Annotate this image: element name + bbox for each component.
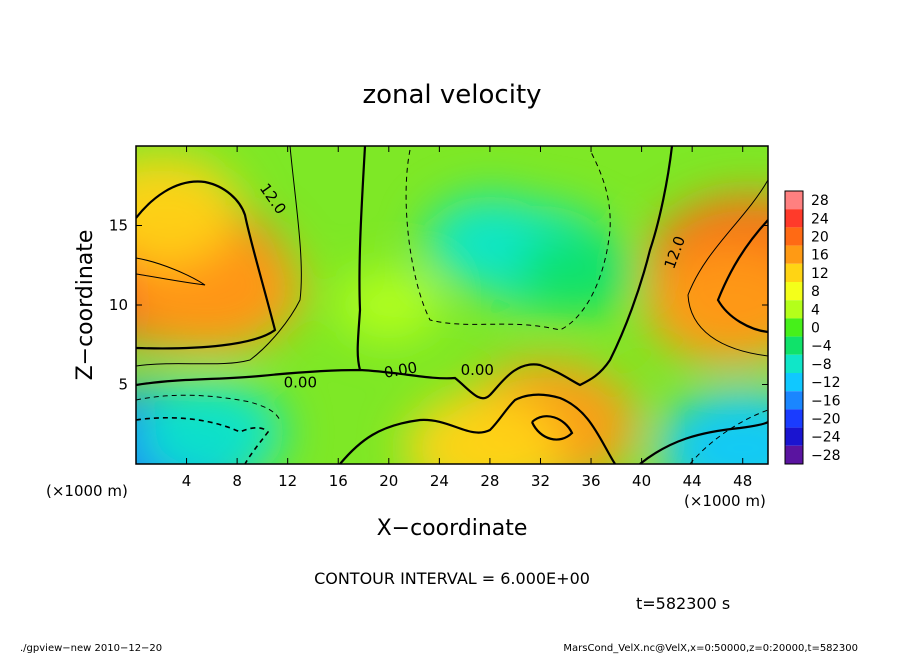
colorbar-frame xyxy=(784,190,804,465)
colorbar-label: 4 xyxy=(811,302,820,318)
heatmap-field xyxy=(136,154,768,464)
colorbar-swatch xyxy=(785,318,803,337)
colorbar-label: −12 xyxy=(811,375,841,391)
x-tick-label: 40 xyxy=(632,472,651,490)
heat-blob xyxy=(136,154,241,265)
heat-blob xyxy=(515,229,641,317)
colorbar-swatch xyxy=(785,209,803,228)
x-axis-title: X−coordinate xyxy=(377,516,528,541)
contour-label: 0.00 xyxy=(383,358,419,382)
colorbar-swatch xyxy=(785,336,803,355)
heat-blob xyxy=(337,269,441,341)
x-tick-label: 24 xyxy=(430,472,449,490)
time-stamp: t=582300 s xyxy=(636,594,730,613)
colorbar-swatch xyxy=(785,445,803,464)
colorbar-label: −8 xyxy=(811,357,832,373)
heat-blob xyxy=(658,389,768,464)
colorbar-label: −16 xyxy=(811,393,841,409)
x-tick-label: 32 xyxy=(531,472,550,490)
x-tick-label: 44 xyxy=(683,472,702,490)
footer-left: ./gpview−new 2010−12−20 xyxy=(20,643,162,654)
colorbar-swatch xyxy=(785,409,803,428)
colorbar-label: −4 xyxy=(811,339,832,355)
colorbar-swatch xyxy=(785,245,803,264)
y-tick-label: 5 xyxy=(118,376,128,394)
colorbar-swatch xyxy=(785,300,803,319)
colorbar-swatch xyxy=(785,373,803,392)
contour-0-bottom-right xyxy=(639,421,768,464)
colorbar-label: 12 xyxy=(811,266,829,282)
contour-neg6-bottom-right xyxy=(689,409,768,464)
x-tick-label: 48 xyxy=(733,472,752,490)
y-axis-title: Z−coordinate xyxy=(73,230,98,381)
x-tick-label: 8 xyxy=(232,472,242,490)
colorbar-label: 28 xyxy=(811,193,829,209)
contour-6-thin-left xyxy=(136,146,302,367)
colorbar-label: 16 xyxy=(811,248,829,264)
colorbar-swatch xyxy=(785,227,803,246)
y-tick-label: 10 xyxy=(109,296,128,314)
colorbar-swatch xyxy=(785,263,803,282)
contour-12-lowcenter xyxy=(530,415,574,441)
x-tick-label: 20 xyxy=(379,472,398,490)
x-tick-label: 28 xyxy=(480,472,499,490)
y-axis: 5 10 15 xyxy=(109,217,768,394)
colorbar-swatch xyxy=(785,191,803,210)
colorbar-swatch xyxy=(785,354,803,373)
colorbar-label: 20 xyxy=(811,230,829,246)
y-tick-label: 15 xyxy=(109,217,128,235)
colorbar-label: −20 xyxy=(811,412,841,428)
contour-neg6-bottom-left-2 xyxy=(136,394,281,421)
contour-0-vertical xyxy=(356,146,367,371)
colorbar-label: −24 xyxy=(811,430,841,446)
contour-interval: CONTOUR INTERVAL = 6.000E+00 xyxy=(314,569,590,588)
contour-12-left xyxy=(136,180,277,350)
colorbar-label: 0 xyxy=(811,321,820,337)
contour-lines xyxy=(136,146,768,464)
contour-neg6-bottom-left xyxy=(136,416,270,464)
x-unit-left: (×1000 m) xyxy=(46,482,128,500)
footer-right: MarsCond_VelX.nc@VelX,x=0:50000,z=0:2000… xyxy=(563,643,858,654)
contour-6-thin-right xyxy=(687,179,768,357)
x-tick-label: 12 xyxy=(278,472,297,490)
heat-blob xyxy=(645,246,768,364)
x-tick-label: 16 xyxy=(329,472,348,490)
contour-12-right xyxy=(716,219,768,334)
chart-title: zonal velocity xyxy=(362,80,541,110)
heat-blob xyxy=(404,393,563,464)
colorbar-swatch xyxy=(785,391,803,410)
colorbar: 28 24 20 16 12 8 4 0 −4 −8 −12 −16 −20 −24 −28 xyxy=(784,190,841,465)
x-axis: 4 8 12 16 20 24 28 32 36 40 44 48 xyxy=(182,146,752,490)
colorbar-label: 8 xyxy=(811,284,820,300)
contour-0-bottom xyxy=(339,393,616,464)
colorbar-swatch xyxy=(785,282,803,301)
contour-label: 0.00 xyxy=(284,374,317,392)
colorbar-swatch xyxy=(785,427,803,446)
x-tick-label: 36 xyxy=(581,472,600,490)
colorbar-label: 24 xyxy=(811,211,829,227)
colorbar-label: −28 xyxy=(811,448,841,464)
x-unit-right: (×1000 m) xyxy=(684,492,766,510)
contour-label: 0.00 xyxy=(461,361,494,379)
contour-0-lower xyxy=(136,146,674,400)
contour-18-left xyxy=(136,257,206,286)
x-tick-label: 4 xyxy=(182,472,192,490)
